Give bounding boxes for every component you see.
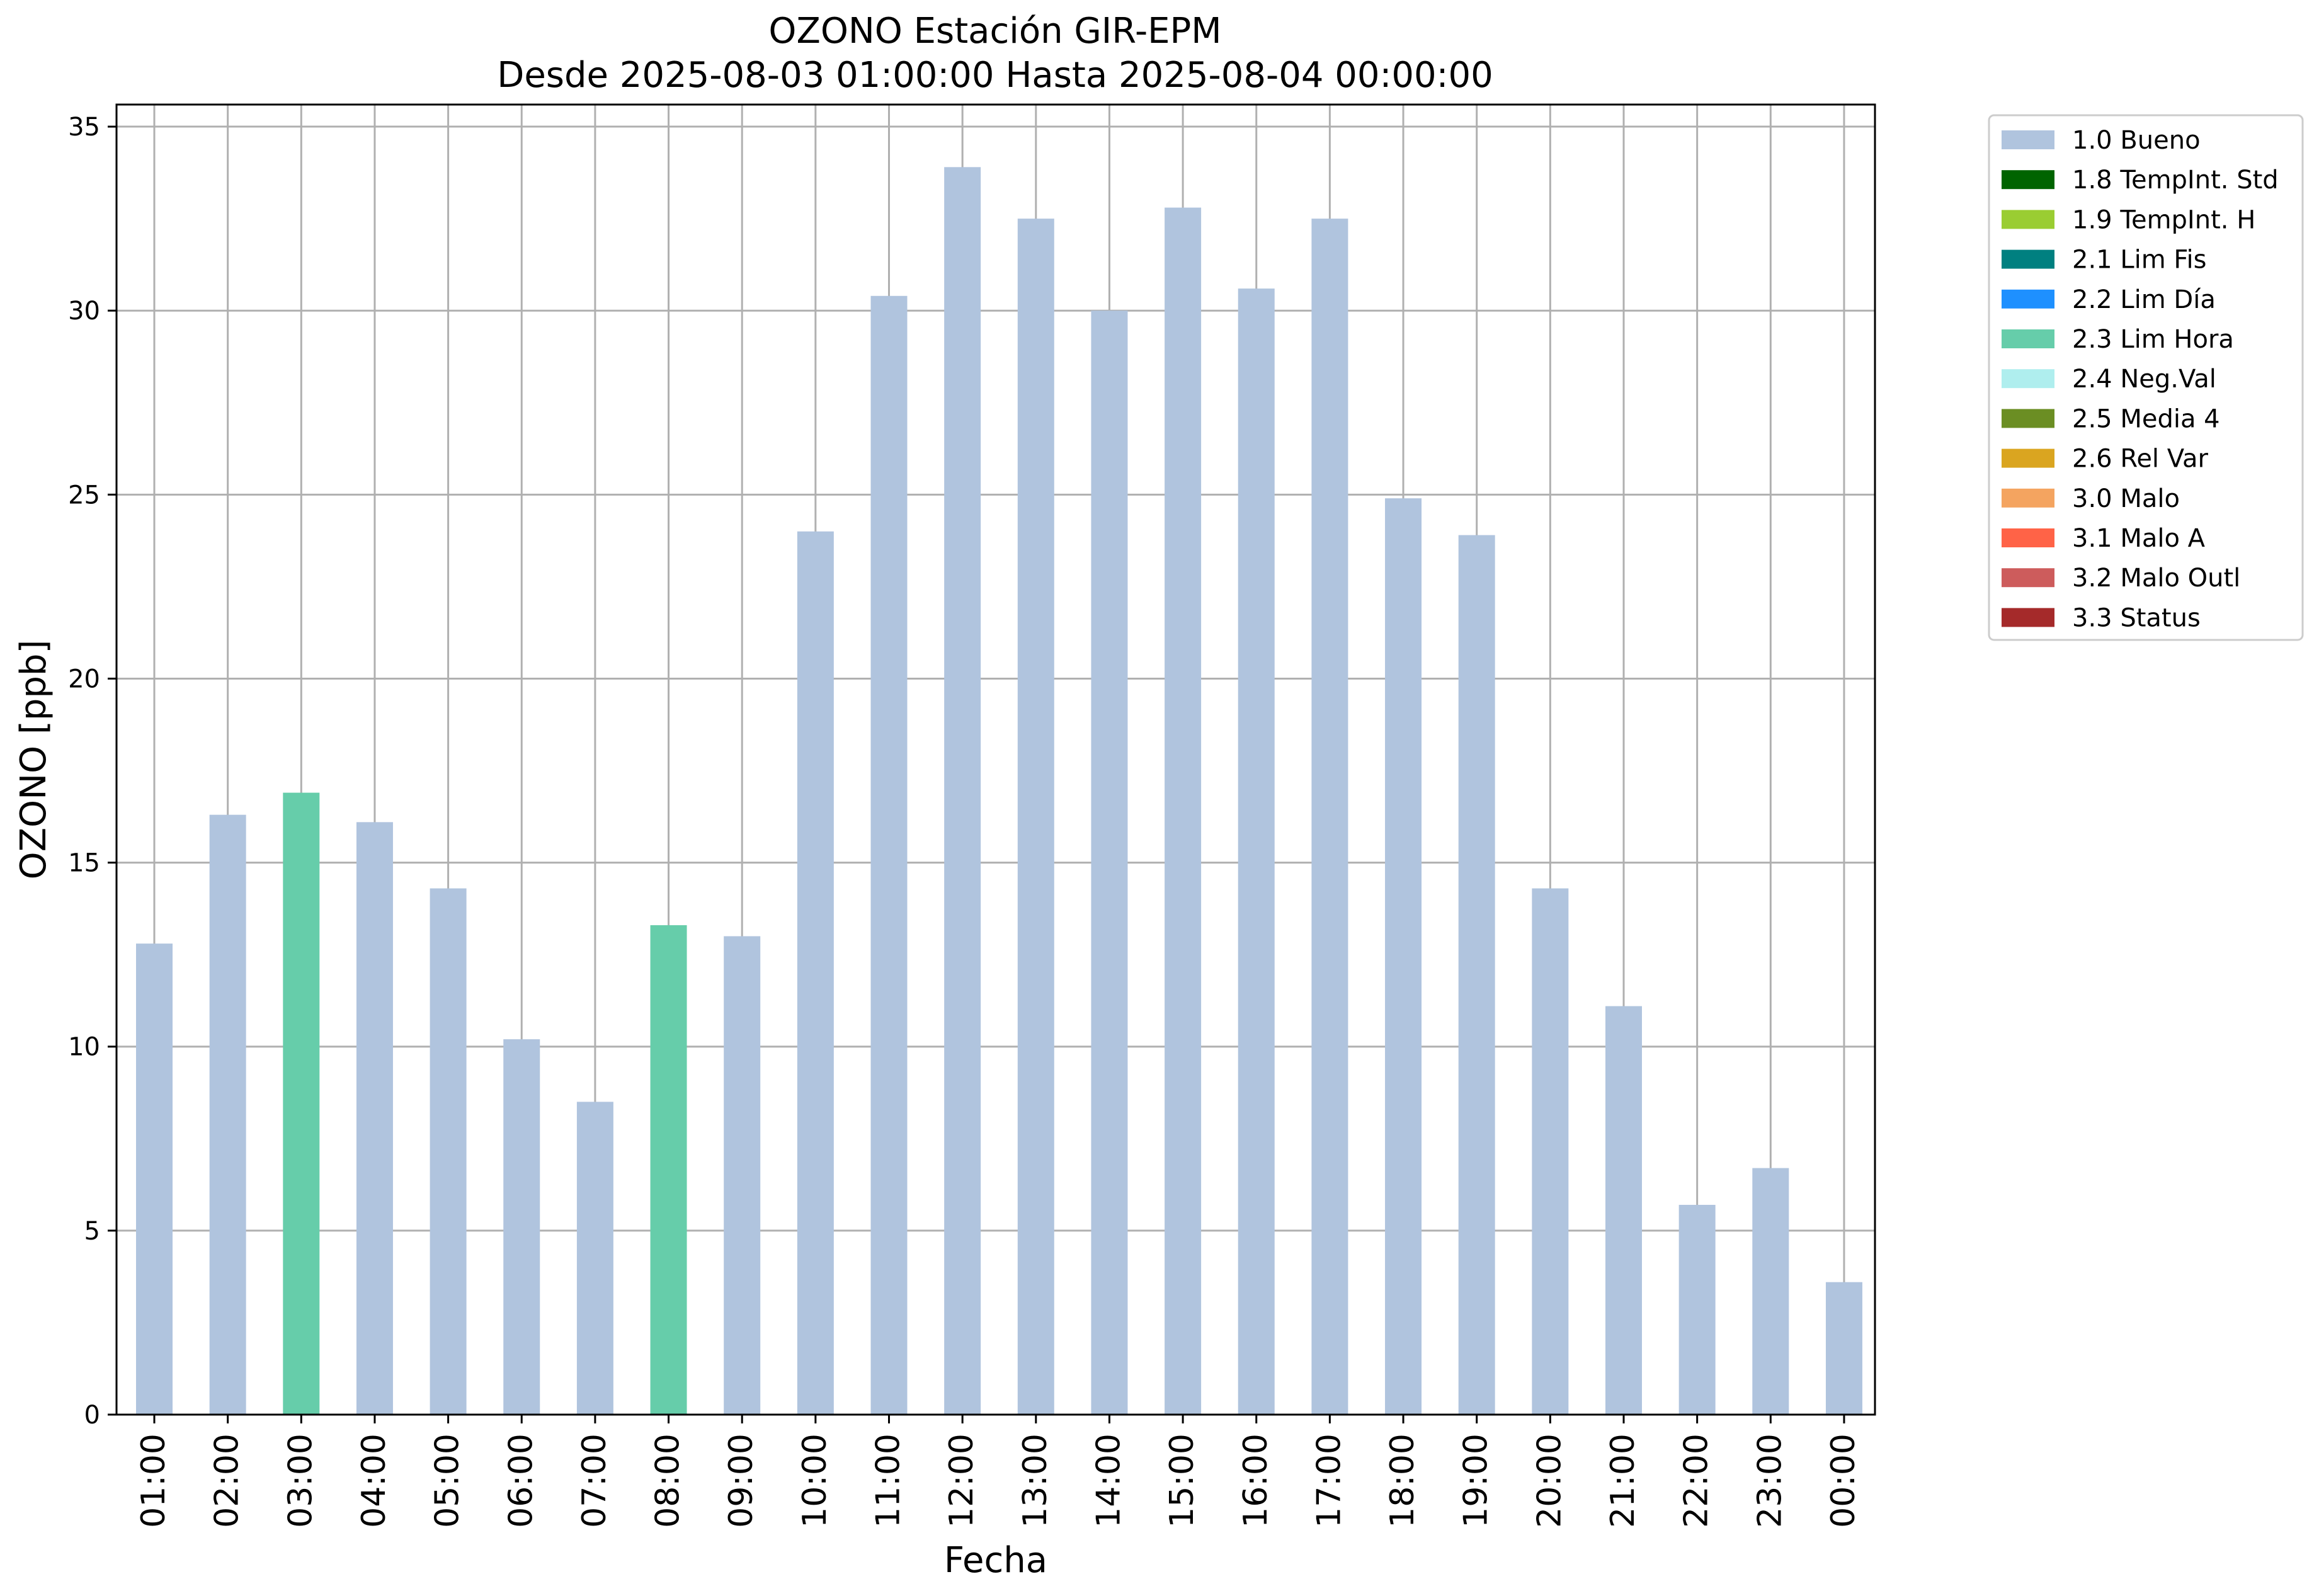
legend-label: 2.5 Media 4: [2072, 404, 2220, 433]
bar-1500: [1165, 207, 1202, 1415]
bar-0900: [724, 936, 761, 1415]
bar-0100: [136, 943, 173, 1415]
bar-1200: [944, 167, 981, 1415]
legend-swatch: [2002, 289, 2054, 309]
bar-1400: [1091, 311, 1128, 1415]
bar-2100: [1605, 1006, 1642, 1415]
bar-2200: [1678, 1204, 1716, 1415]
x-tick-label: 02:00: [208, 1434, 246, 1528]
bar-2300: [1752, 1168, 1789, 1415]
bars-group: [136, 167, 1862, 1415]
x-tick-label: 03:00: [282, 1434, 319, 1528]
bar-1100: [870, 295, 908, 1415]
x-tick-label: 01:00: [135, 1434, 173, 1528]
y-tick-label: 15: [68, 849, 100, 878]
bar-1600: [1238, 288, 1275, 1415]
bar-1000: [797, 531, 834, 1415]
bar-1900: [1458, 535, 1495, 1415]
x-tick-label: 21:00: [1604, 1434, 1642, 1528]
legend-swatch: [2002, 409, 2054, 428]
legend-frame: [1988, 114, 2304, 641]
bar-1800: [1385, 498, 1422, 1415]
x-tick-label: 07:00: [576, 1434, 613, 1528]
bar-0300: [283, 792, 320, 1415]
y-axis-ticks: 0 5 10 15 20 25 30 35: [68, 113, 117, 1430]
legend-label: 2.6 Rel Var: [2072, 445, 2209, 474]
x-axis-label: Fecha: [944, 1540, 1047, 1581]
y-tick-label: 35: [68, 113, 100, 142]
x-tick-label: 13:00: [1017, 1434, 1054, 1528]
x-axis-ticks: 01:00 02:00 03:00 04:00 05:00 06:00 07:00 08:00…: [135, 1415, 1862, 1528]
x-tick-label: 23:00: [1751, 1434, 1789, 1528]
legend-swatch: [2002, 130, 2054, 149]
x-tick-label: 17:00: [1310, 1434, 1348, 1528]
x-tick-label: 00:00: [1825, 1434, 1862, 1528]
legend-label: 1.0 Bueno: [2072, 126, 2201, 155]
bar-0000: [1825, 1282, 1862, 1415]
x-tick-label: 14:00: [1090, 1434, 1127, 1528]
bar-1300: [1017, 219, 1054, 1415]
x-tick-label: 08:00: [649, 1434, 687, 1528]
bar-0200: [209, 814, 246, 1415]
bar-0700: [576, 1102, 613, 1415]
chart-title: OZONO Estación GIR-EPM: [768, 11, 1221, 52]
x-tick-label: 12:00: [943, 1434, 981, 1528]
legend-label: 2.1 Lim Fis: [2072, 246, 2206, 275]
x-tick-label: 06:00: [502, 1434, 540, 1528]
legend-swatch: [2002, 608, 2054, 627]
legend-swatch: [2002, 329, 2054, 348]
x-tick-label: 15:00: [1163, 1434, 1201, 1528]
bar-1700: [1311, 219, 1348, 1415]
legend-label: 3.2 Malo Outl: [2072, 564, 2240, 593]
x-tick-label: 11:00: [870, 1434, 908, 1528]
plot-frame: [115, 103, 1876, 1416]
legend-label: 3.1 Malo A: [2072, 524, 2206, 553]
x-tick-label: 09:00: [722, 1434, 760, 1528]
legend-swatch: [2002, 488, 2054, 508]
legend-swatch: [2002, 249, 2054, 269]
x-tick-label: 20:00: [1530, 1434, 1568, 1528]
legend-swatch: [2002, 369, 2054, 389]
legend-swatch: [2002, 170, 2054, 190]
x-tick-label: 16:00: [1237, 1434, 1275, 1528]
legend-label: 1.9 TempInt. H: [2072, 205, 2255, 234]
legend-label: 2.2 Lim Día: [2072, 285, 2216, 314]
legend: 1.0 Bueno 1.8 TempInt. Std 1.9 TempInt. H 2…: [1988, 114, 2304, 641]
legend-swatch: [2002, 568, 2054, 588]
x-tick-label: 18:00: [1384, 1434, 1422, 1528]
legend-label: 2.4 Neg.Val: [2072, 365, 2216, 394]
x-tick-label: 04:00: [355, 1434, 393, 1528]
chart-subtitle: Desde 2025-08-03 01:00:00 Hasta 2025-08-…: [497, 55, 1493, 96]
x-tick-label: 05:00: [429, 1434, 467, 1528]
x-tick-label: 19:00: [1457, 1434, 1495, 1528]
legend-label: 2.3 Lim Hora: [2072, 325, 2234, 354]
bar-2000: [1532, 888, 1569, 1415]
bar-0500: [430, 888, 467, 1415]
legend-label: 1.8 TempInt. Std: [2072, 166, 2279, 195]
bar-0400: [356, 822, 393, 1415]
x-tick-label: 22:00: [1678, 1434, 1716, 1528]
y-tick-label: 20: [68, 664, 100, 693]
bar-0800: [650, 925, 687, 1415]
y-axis-label: OZONO [ppb]: [13, 640, 54, 880]
legend-swatch: [2002, 528, 2054, 547]
legend-swatch: [2002, 448, 2054, 468]
y-tick-label: 5: [84, 1217, 100, 1246]
y-tick-label: 0: [84, 1401, 100, 1430]
legend-label: 3.0 Malo: [2072, 484, 2180, 513]
legend-swatch: [2002, 210, 2054, 229]
bar-0600: [503, 1039, 540, 1415]
y-tick-label: 25: [68, 481, 100, 510]
legend-label: 3.3 Status: [2072, 603, 2201, 632]
x-tick-label: 10:00: [796, 1434, 834, 1528]
y-tick-label: 30: [68, 297, 100, 326]
y-tick-label: 10: [68, 1033, 100, 1062]
